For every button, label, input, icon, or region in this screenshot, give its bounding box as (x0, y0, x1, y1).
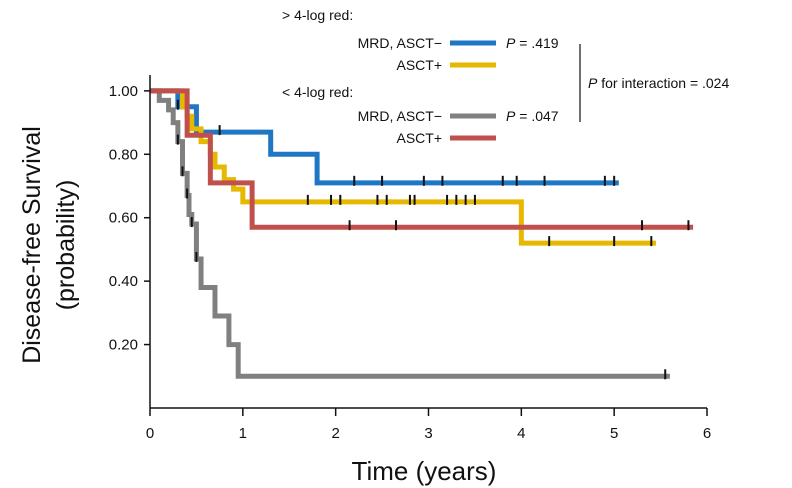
x-tick-label: 5 (610, 425, 618, 442)
p-number-1: .419 (531, 35, 558, 51)
y-axis-title-line1: Disease-free Survival (18, 126, 46, 364)
x-tick-label: 6 (703, 425, 711, 442)
x-axis-title: Time (years) (352, 456, 497, 486)
x-tick-label: 1 (239, 425, 247, 442)
p-value-group2: P = .047 (506, 108, 559, 124)
series-layer (150, 88, 694, 380)
x-tick-label: 4 (517, 425, 525, 442)
p-symbol-1: P (506, 35, 516, 51)
y-axis-title: Disease-free Survival (probability) (18, 126, 80, 364)
x-tick-label: 3 (424, 425, 432, 442)
ticks-layer: 0 1 2 3 4 5 6 0.20 0.40 0.60 0.80 1.00 (109, 83, 711, 442)
p-equals-2: = (515, 108, 531, 124)
legend: > 4-log red: MRD, ASCT− P = .419 ASCT+ <… (282, 7, 729, 146)
legend-label-3: ASCT+ (396, 130, 442, 146)
p-number-2: .047 (531, 108, 558, 124)
y-tick-label: 0.20 (109, 337, 138, 354)
interaction-p-value: P for interaction = .024 (588, 75, 729, 91)
y-tick-label: 0.80 (109, 146, 138, 163)
legend-label-1: ASCT+ (396, 57, 442, 73)
p-symbol-2: P (506, 108, 516, 124)
p-value-group1: P = .419 (506, 35, 559, 51)
p-equals-1: = (515, 35, 531, 51)
legend-group2-label: < 4-log red: (282, 84, 353, 100)
legend-label-0: MRD, ASCT− (358, 35, 442, 51)
y-tick-label: 0.60 (109, 210, 138, 227)
p-symbol-interaction: P (588, 75, 598, 91)
y-tick-label: 0.40 (109, 273, 138, 290)
x-tick-label: 0 (146, 425, 154, 442)
y-axis-title-line2: (probability) (52, 180, 80, 311)
legend-group1-label: > 4-log red: (282, 7, 353, 23)
series-line-3 (150, 88, 694, 230)
y-tick-label: 1.00 (109, 83, 138, 100)
interaction-text: for interaction = .024 (597, 75, 729, 91)
legend-label-2: MRD, ASCT− (358, 108, 442, 124)
x-tick-label: 2 (331, 425, 339, 442)
series-line-0 (150, 88, 619, 186)
series-line-2 (150, 88, 670, 379)
